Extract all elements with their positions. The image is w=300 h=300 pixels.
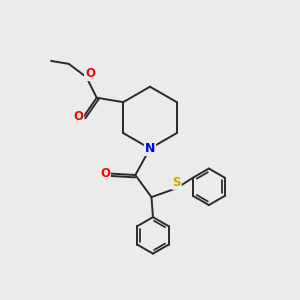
Text: O: O <box>73 110 83 123</box>
Text: S: S <box>172 176 181 189</box>
Text: O: O <box>85 67 95 80</box>
Text: O: O <box>100 167 110 180</box>
Text: N: N <box>145 142 155 155</box>
